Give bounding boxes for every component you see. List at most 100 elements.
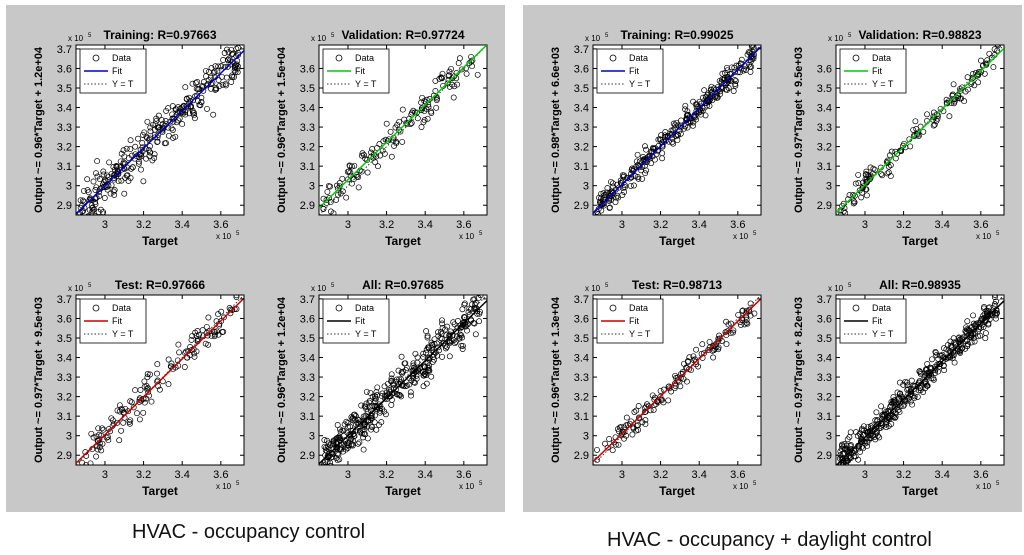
data-point (364, 169, 371, 176)
data-point (350, 417, 357, 424)
y-tick-label: 3 (309, 181, 315, 193)
data-point (677, 383, 684, 390)
data-point (450, 94, 457, 101)
data-point (343, 418, 350, 425)
data-point (596, 194, 603, 201)
data-point (194, 335, 201, 342)
data-point (147, 371, 153, 378)
data-point (320, 195, 327, 202)
data-point (129, 164, 136, 171)
data-point (719, 76, 725, 83)
data-point (87, 460, 94, 465)
data-point (745, 49, 752, 56)
data-point (858, 194, 865, 201)
data-point (881, 407, 888, 414)
data-point (152, 121, 159, 128)
data-point (396, 391, 403, 398)
data-point (321, 437, 328, 443)
y-tick-label: 3.5 (817, 333, 832, 345)
data-point (96, 431, 103, 438)
data-point (924, 382, 931, 389)
data-point (641, 404, 648, 411)
y-exponent-label: x 10 (311, 34, 327, 43)
data-point (210, 111, 217, 118)
data-point (339, 427, 346, 434)
data-point (347, 172, 354, 179)
data-point (212, 331, 218, 338)
fit-line (836, 47, 1004, 214)
data-point (981, 305, 987, 312)
data-point (233, 61, 240, 68)
x-exponent-power: 5 (236, 481, 240, 487)
x-tick-label: 3 (619, 219, 625, 231)
y-tick-label: 3.7 (57, 294, 72, 306)
data-point (728, 64, 735, 71)
data-point (442, 345, 449, 352)
data-point (602, 440, 608, 447)
data-point (394, 376, 401, 383)
legend-data-label: Data (629, 53, 648, 63)
data-point (423, 349, 430, 356)
data-point (931, 121, 938, 128)
data-point (216, 320, 223, 327)
data-point (943, 355, 949, 362)
data-point (940, 345, 947, 352)
data-point (191, 350, 197, 357)
data-point (907, 391, 914, 397)
data-point (234, 69, 241, 76)
data-point (623, 432, 630, 439)
data-point (161, 140, 168, 147)
data-point (407, 121, 414, 127)
data-point (955, 335, 962, 342)
data-point (855, 445, 862, 452)
data-point (450, 319, 457, 326)
subplot-2: 3 3.2 3.4 3.62.933.13.23.33.43.53.6x 10 5x 1… (276, 28, 488, 248)
subplot-4: 3 3.2 3.4 3.62.933.13.23.33.43.53.63.7x 10 5… (276, 278, 488, 498)
data-point (981, 311, 988, 317)
data-point (218, 308, 225, 315)
x-tick-label: 3.4 (418, 219, 433, 231)
subplot-title: All: R=0.97685 (362, 278, 444, 292)
x-exponent-label: x 10 (216, 232, 232, 241)
data-point (975, 333, 981, 340)
data-point (607, 193, 613, 200)
legend-data-marker (852, 304, 860, 312)
data-point (649, 392, 656, 399)
y-tick-label: 2.9 (817, 200, 832, 212)
legend-identity-label: Y = T (355, 329, 377, 339)
data-point (418, 124, 425, 130)
data-point (950, 81, 957, 88)
data-point (469, 57, 476, 64)
data-point (471, 320, 478, 327)
y-tick-label: 3 (66, 431, 72, 443)
data-point (859, 436, 866, 443)
data-point (354, 173, 360, 180)
data-point (394, 391, 401, 398)
data-point (135, 160, 142, 167)
data-point (639, 157, 646, 163)
data-point (321, 473, 326, 478)
data-point (606, 190, 613, 196)
data-point (410, 379, 417, 386)
data-point (369, 415, 375, 422)
data-point (322, 473, 327, 478)
data-point (132, 143, 139, 150)
data-point (127, 417, 134, 424)
legend-data-marker (609, 54, 617, 62)
data-point (992, 312, 999, 319)
data-point (981, 70, 988, 77)
data-point (728, 78, 735, 85)
data-point (620, 185, 627, 192)
data-point (344, 176, 351, 183)
data-point (604, 444, 611, 451)
data-point (80, 207, 87, 214)
data-point (183, 103, 190, 110)
y-tick-label: 3.4 (57, 103, 72, 115)
data-point (401, 116, 408, 123)
data-point (964, 318, 971, 325)
data-point (850, 200, 857, 207)
data-point (636, 164, 643, 171)
data-point (659, 141, 666, 148)
x-axis-label: Target (902, 234, 938, 248)
data-point (975, 69, 982, 75)
